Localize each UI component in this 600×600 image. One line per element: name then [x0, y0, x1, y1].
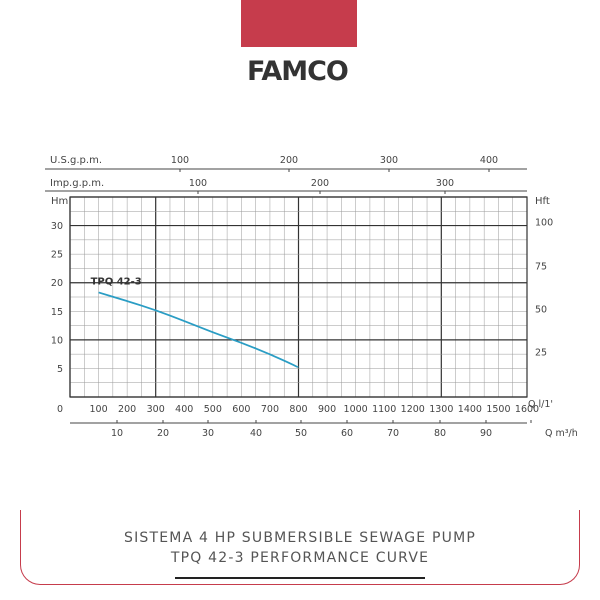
impgpm-tick-label: 200: [311, 178, 329, 189]
impgpm-label: Imp.g.p.m.: [50, 178, 104, 189]
usgpm-label: U.S.g.p.m.: [50, 155, 102, 166]
m3h-tick-label: 80: [434, 428, 446, 439]
m3h-tick-label: 60: [341, 428, 353, 439]
caption-line1: SISTEMA 4 HP SUBMERSIBLE SEWAGE PUMP: [124, 530, 476, 546]
m3h-tick-label: 30: [202, 428, 214, 439]
brand-banner: [241, 0, 357, 47]
series-line-tpq-42-3: [98, 291, 299, 369]
hm-tick-label: 25: [51, 250, 63, 261]
lpm-tick-label: 1200: [401, 404, 425, 415]
lpm-tick-label: 1500: [486, 404, 510, 415]
series-label-tpq-42-3: TPQ 42-3: [91, 276, 142, 287]
m3h-tick-label: 70: [387, 428, 399, 439]
lpm-tick-label: 300: [147, 404, 165, 415]
caption-line2: TPQ 42-3 PERFORMANCE CURVE: [170, 550, 430, 566]
lpm-tick-label: 1400: [458, 404, 482, 415]
lpm-tick-label: 600: [232, 404, 250, 415]
hm-tick-label: 5: [57, 364, 63, 375]
caption-underline: [175, 577, 425, 579]
lpm-tick-label: 1000: [344, 404, 368, 415]
usgpm-tick-label: 300: [380, 155, 398, 166]
m3h-tick-label: 10: [111, 428, 123, 439]
hft-label: Hft: [535, 196, 550, 207]
hft-tick-label: 25: [535, 348, 547, 359]
usgpm-tick-label: 100: [171, 155, 189, 166]
hft-tick-label: 50: [535, 305, 547, 316]
lpm-tick-label: 900: [318, 404, 336, 415]
hm-label: Hm: [51, 196, 68, 207]
impgpm-tick-label: 100: [189, 178, 207, 189]
usgpm-tick-label: 400: [480, 155, 498, 166]
lpm-tick-label: 700: [261, 404, 279, 415]
hm-tick-label: 30: [51, 221, 63, 232]
m3h-tick-label: 40: [250, 428, 262, 439]
m3h-tick-label: 50: [295, 428, 307, 439]
hm-tick-label: 15: [51, 307, 63, 318]
lpm-tick-label: 1100: [372, 404, 396, 415]
usgpm-tick-label: 200: [280, 155, 298, 166]
hft-tick-label: 75: [535, 262, 547, 273]
caption-frame: [20, 510, 580, 585]
lpm-tick-label: 1300: [429, 404, 453, 415]
lpm-tick-label: 200: [118, 404, 136, 415]
lpm-tick-label: 1600: [515, 404, 539, 415]
impgpm-tick-label: 300: [436, 178, 454, 189]
hm-tick-label: 10: [51, 335, 63, 346]
origin-label: 0: [57, 404, 63, 415]
famco-logo: FAMCO: [247, 56, 349, 84]
hft-tick-label: 100: [535, 218, 553, 229]
lpm-label: Q l/1': [528, 399, 553, 410]
lpm-tick-label: 100: [89, 404, 107, 415]
m3h-label: Q m³/h: [545, 428, 578, 439]
m3h-tick-label: 90: [480, 428, 492, 439]
logo-text: FAMCO: [247, 56, 348, 84]
lpm-tick-label: 400: [175, 404, 193, 415]
m3h-tick-label: 20: [157, 428, 169, 439]
lpm-tick-label: 500: [204, 404, 222, 415]
plot-frame: [69, 196, 528, 398]
lpm-tick-label: 800: [289, 404, 307, 415]
hm-tick-label: 20: [51, 278, 63, 289]
